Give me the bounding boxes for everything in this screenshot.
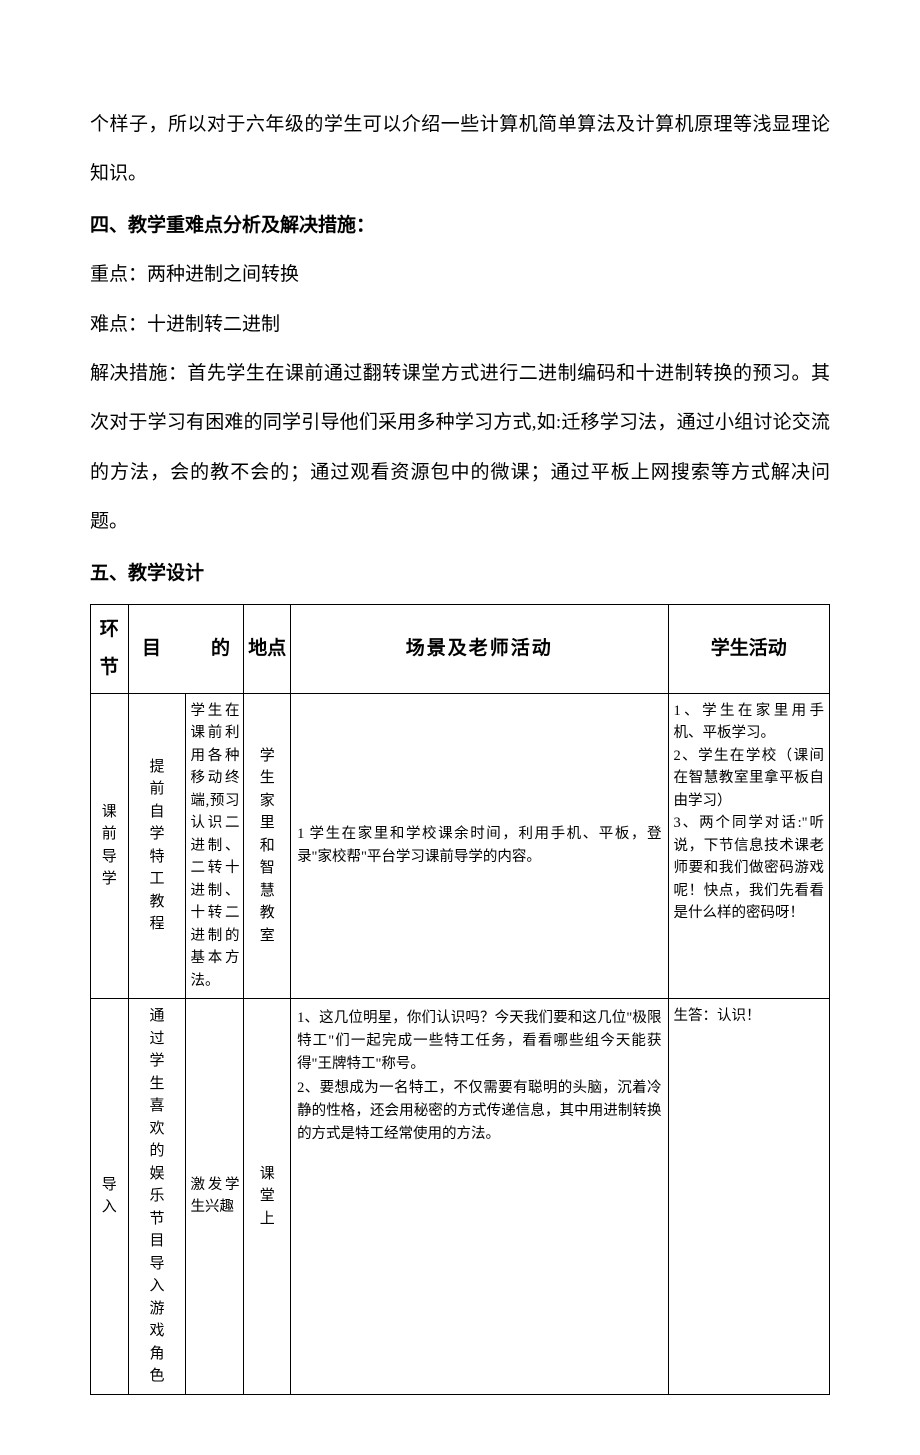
header-phase: 环节: [91, 604, 129, 693]
header-scene: 场景及老师活动: [291, 604, 668, 693]
cell-phase: 导入: [91, 999, 129, 1395]
cell-phase: 课前导学: [91, 693, 129, 998]
section-4-heading: 四、教学重难点分析及解决措施：: [90, 201, 830, 250]
header-student: 学生活动: [668, 604, 829, 693]
section-5-heading: 五、教学设计: [90, 549, 830, 598]
solution-paragraph: 解决措施：首先学生在课前通过翻转课堂方式进行二进制编码和十进制转换的预习。其次对…: [90, 349, 830, 547]
cell-scene: 1 学生在家里和学校课余时间，利用手机、平板，登录"家校帮"平台学习课前导学的内…: [291, 693, 668, 998]
lesson-design-table-container: 环节 目的 地点 场景及老师活动 学生活动 课前导学 提前自学特工教程 学生在课…: [90, 604, 830, 1395]
cell-location: 学生家里和智慧教室: [244, 693, 291, 998]
key-point: 重点：两种进制之间转换: [90, 250, 830, 299]
cell-scene: 1、这几位明星，你们认识吗？今天我们要和这几位"极限特工"们一起完成一些特工任务…: [291, 999, 668, 1395]
cell-purpose-b: 激发学生兴趣: [186, 999, 244, 1395]
intro-paragraph: 个样子，所以对于六年级的学生可以介绍一些计算机简单算法及计算机原理等浅显理论知识…: [90, 100, 830, 199]
header-location: 地点: [244, 604, 291, 693]
lesson-design-table: 环节 目的 地点 场景及老师活动 学生活动 课前导学 提前自学特工教程 学生在课…: [90, 604, 830, 1395]
table-row: 导入 通过学生喜欢的娱乐节目导入游戏角色 激发学生兴趣 课堂上 1、这几位明星，…: [91, 999, 830, 1395]
cell-purpose-a: 提前自学特工教程: [128, 693, 186, 998]
cell-student: 1、学生在家里用手机、平板学习。2、学生在学校（课间在智慧教室里拿平板自由学习）…: [668, 693, 829, 998]
cell-student: 生答：认识！: [668, 999, 829, 1395]
cell-purpose-b: 学生在课前利用各种移动终端,预习认识二进制、二转十进制、十转二进制的基本方法。: [186, 693, 244, 998]
table-row: 课前导学 提前自学特工教程 学生在课前利用各种移动终端,预习认识二进制、二转十进…: [91, 693, 830, 998]
difficulty-point: 难点：十进制转二进制: [90, 300, 830, 349]
cell-location: 课堂上: [244, 999, 291, 1395]
cell-purpose-a: 通过学生喜欢的娱乐节目导入游戏角色: [128, 999, 186, 1395]
header-purpose: 目的: [128, 604, 244, 693]
table-header-row: 环节 目的 地点 场景及老师活动 学生活动: [91, 604, 830, 693]
